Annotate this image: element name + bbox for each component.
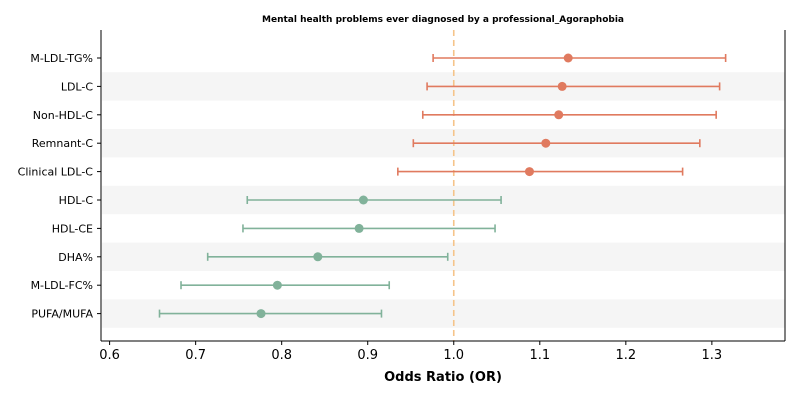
x-tick-label: 1.1 (529, 348, 550, 363)
point-estimate (563, 53, 573, 63)
point-estimate (557, 81, 567, 91)
chart-title: Mental health problems ever diagnosed by… (262, 15, 624, 25)
axes-frame (100, 30, 786, 342)
y-tick-label: Remnant-C (32, 137, 94, 150)
x-tick-label: 1.3 (702, 348, 723, 363)
y-tick-label: M-LDL-FC% (31, 279, 93, 292)
y-tick-label: M-LDL-TG% (30, 52, 93, 65)
x-tick-label: 1.2 (615, 348, 636, 363)
x-axis-ticks: 0.6 0.7 0.8 0.9 1.0 1.1 1.2 1.3 (99, 341, 722, 363)
x-tick-label: 1.0 (443, 348, 464, 363)
y-tick-label: Clinical LDL-C (18, 166, 94, 179)
x-tick-label: 0.7 (185, 348, 206, 363)
y-tick-label: DHA% (58, 251, 93, 264)
y-tick-label: PUFA/MUFA (31, 308, 93, 321)
y-axis-labels: M-LDL-TG% LDL-C Non-HDL-C Remnant-C Clinical… (18, 52, 101, 321)
x-tick-label: 0.8 (271, 348, 292, 363)
y-tick-label: Non-HDL-C (33, 109, 94, 122)
point-estimate (541, 138, 551, 148)
point-estimate (354, 223, 364, 233)
point-estimate (524, 167, 534, 177)
point-estimate (313, 252, 323, 262)
point-estimate (554, 110, 564, 120)
y-tick-label: LDL-C (61, 80, 94, 93)
y-tick-label: HDL-C (59, 194, 94, 207)
point-estimate (358, 195, 368, 205)
data-marks (158, 53, 727, 319)
x-axis-label: Odds Ratio (OR) (384, 370, 502, 385)
x-tick-label: 0.9 (357, 348, 378, 363)
y-tick-label: HDL-CE (52, 222, 93, 235)
point-estimate (256, 309, 266, 319)
point-estimate (272, 280, 282, 290)
x-tick-label: 0.6 (99, 348, 120, 363)
